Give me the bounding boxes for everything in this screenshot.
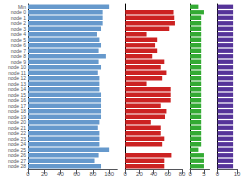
svg-text:node 5: node 5 xyxy=(10,36,26,43)
svg-text:20: 20 xyxy=(41,171,48,177)
svg-text:node 7: node 7 xyxy=(10,47,26,54)
svg-text:node 3: node 3 xyxy=(10,25,26,32)
svg-text:node 17: node 17 xyxy=(7,102,26,109)
svg-text:80: 80 xyxy=(90,171,97,177)
svg-text:node 2: node 2 xyxy=(10,20,26,27)
svg-text:100: 100 xyxy=(104,171,115,177)
svg-text:40: 40 xyxy=(57,171,64,177)
svg-text:0: 0 xyxy=(124,171,128,177)
svg-text:0: 0 xyxy=(188,171,192,177)
svg-text:0: 0 xyxy=(216,171,220,177)
svg-text:node 6: node 6 xyxy=(10,42,26,49)
svg-text:node 9: node 9 xyxy=(10,58,26,65)
svg-text:node 13: node 13 xyxy=(7,80,26,87)
svg-text:40: 40 xyxy=(150,171,157,177)
svg-text:node 14: node 14 xyxy=(7,86,26,93)
svg-text:node 25: node 25 xyxy=(7,146,26,153)
svg-text:node 16: node 16 xyxy=(7,97,26,104)
svg-text:node 22: node 22 xyxy=(7,130,26,137)
svg-text:node 26: node 26 xyxy=(7,152,26,159)
svg-text:20: 20 xyxy=(136,171,143,177)
svg-text:node 8: node 8 xyxy=(10,53,26,60)
svg-text:node 15: node 15 xyxy=(7,91,26,98)
svg-text:80: 80 xyxy=(179,171,186,177)
svg-text:node 21: node 21 xyxy=(7,124,26,131)
svg-text:60: 60 xyxy=(73,171,80,177)
svg-text:10: 10 xyxy=(234,171,241,177)
svg-text:node 1: node 1 xyxy=(10,14,26,21)
svg-text:node 19: node 19 xyxy=(7,113,26,120)
svg-text:5: 5 xyxy=(202,171,206,177)
svg-text:node 28: node 28 xyxy=(8,163,26,169)
svg-text:node 20: node 20 xyxy=(7,119,26,126)
svg-text:node 23: node 23 xyxy=(7,135,26,142)
svg-text:node 0: node 0 xyxy=(10,9,26,16)
svg-text:node 27: node 27 xyxy=(7,157,26,164)
svg-text:node 24: node 24 xyxy=(7,141,26,148)
svg-text:Min: Min xyxy=(17,3,26,10)
svg-text:node 10: node 10 xyxy=(7,64,26,71)
svg-text:60: 60 xyxy=(165,171,172,177)
svg-text:node 18: node 18 xyxy=(7,108,26,115)
svg-text:node 4: node 4 xyxy=(10,31,26,38)
svg-text:node 12: node 12 xyxy=(7,75,26,82)
svg-text:node 11: node 11 xyxy=(8,69,26,76)
svg-text:0: 0 xyxy=(26,171,30,177)
